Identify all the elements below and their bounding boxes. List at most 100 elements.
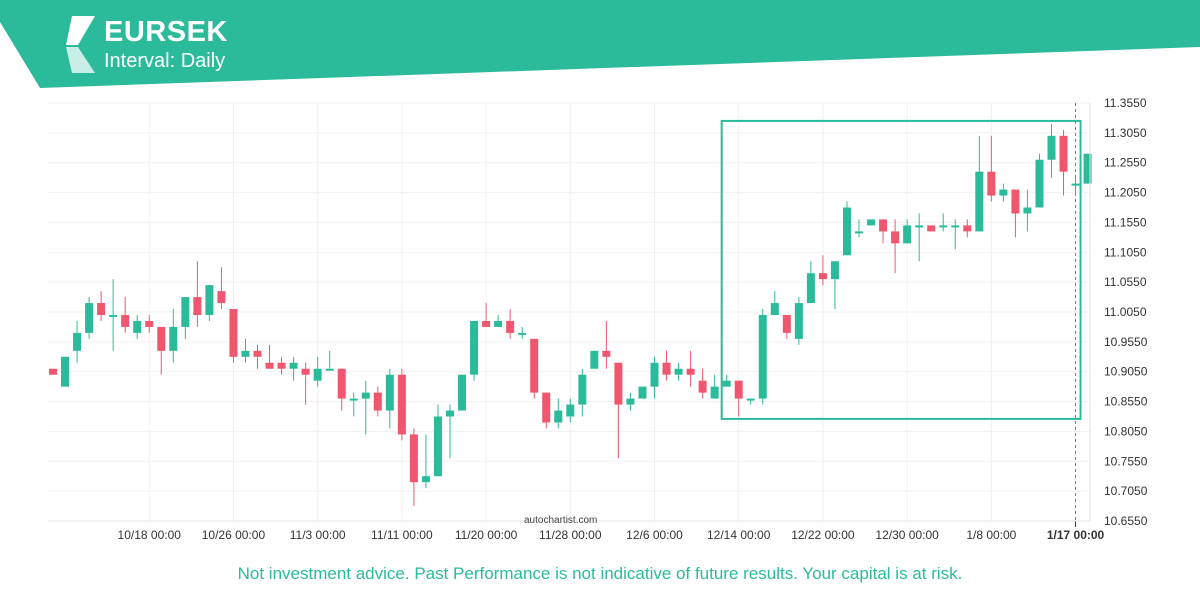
pattern-box-layer [720,119,1082,420]
candle-body [855,231,864,234]
candle-body [1023,207,1032,214]
candle-body [397,374,406,435]
candle-body [73,332,82,351]
candle-body [193,297,202,315]
candle-down [49,368,57,375]
candle-body [530,338,539,393]
candle-up [638,386,647,399]
candle-up [181,297,190,339]
candle-body [590,350,599,369]
candle-body [963,225,972,232]
candle-up [289,356,298,381]
candle-body [1035,159,1044,208]
y-tick-label: 11.0550 [1104,275,1147,289]
candle-body [746,398,755,401]
candle-down [157,326,166,375]
x-tick-label: 12/30 00:00 [875,528,939,542]
candle-body [169,326,178,351]
candle-body [433,416,442,477]
candle-body [229,309,238,357]
pattern-box [720,119,1082,420]
candle-up [951,219,960,250]
x-tick-label: 10/18 00:00 [118,528,182,542]
candle-body [662,362,671,375]
candle-body [867,219,876,226]
candle-body [181,297,190,327]
candle-up [241,338,250,363]
candle-up [975,135,984,232]
candle-body [734,380,743,399]
candle-body [133,320,142,333]
candle-body [97,303,106,315]
candle-up [794,297,803,345]
y-tick-label: 11.0050 [1104,305,1147,319]
candle-up [626,392,635,411]
candle-up [313,356,322,387]
candle-body [277,362,286,369]
candle-down [542,392,551,429]
candle-up [710,374,719,399]
candle-up [458,374,467,411]
candle-down [253,344,262,369]
candle-body [830,261,839,280]
candle-up [433,404,442,477]
candle-down [193,261,202,327]
candle-body [385,374,394,411]
candle-down [373,386,382,417]
y-tick-label: 11.1550 [1104,215,1147,229]
candle-body [494,320,503,327]
candle-up [746,398,755,405]
candle-up [578,368,587,417]
candle-down [217,267,226,310]
candle-down [482,303,491,327]
candle-body [879,219,888,232]
y-tick-label: 11.1050 [1104,245,1147,259]
candle-body [1059,135,1068,172]
candle-body [806,273,815,304]
candle-down [97,291,106,321]
candle-body [1011,189,1020,214]
candle-up [109,279,118,351]
candle-up [650,356,659,399]
y-tick-label: 10.8550 [1104,395,1148,409]
candlestick-chart: 10.6550 10.7050 10.7550 10.8050 10.8550 10.90… [48,96,1148,542]
candle-down [987,135,996,202]
x-tick-label: 12/14 00:00 [707,528,771,542]
candles-layer [49,123,1092,507]
candle-body [157,326,166,351]
candle-up [1047,123,1056,178]
candle-body [686,368,695,375]
candle-body [506,320,515,333]
candle-down [614,362,623,459]
x-tick-label: 11/11 00:00 [371,528,433,542]
candle-body [145,320,154,327]
x-tick-label: 1/17 00:00 [1047,528,1105,542]
candle-down [602,320,611,369]
candle-down [1059,129,1068,196]
candle-down [397,368,406,441]
candle-up [1023,189,1032,232]
candle-up [674,362,683,381]
autochartist-logo-icon [66,16,95,73]
candle-up [325,350,334,371]
candle-body [542,392,551,423]
candle-up [445,404,454,459]
candle-down [818,255,827,286]
candle-body [650,362,659,387]
y-tick-label: 10.9550 [1104,335,1148,349]
candle-down [145,314,154,333]
candle-body [421,476,430,483]
candle-body [566,404,575,417]
x-tick-label: 11/28 00:00 [539,528,602,542]
candle-up [758,309,767,405]
candle-up [770,291,779,315]
candle-down [963,219,972,238]
candle-down [686,350,695,387]
candle-body [85,303,94,333]
candle-body [987,171,996,196]
candle-up [722,374,731,387]
candle-body [927,225,936,232]
candle-body [782,314,791,333]
candle-down [530,338,539,399]
candle-body [325,368,334,371]
